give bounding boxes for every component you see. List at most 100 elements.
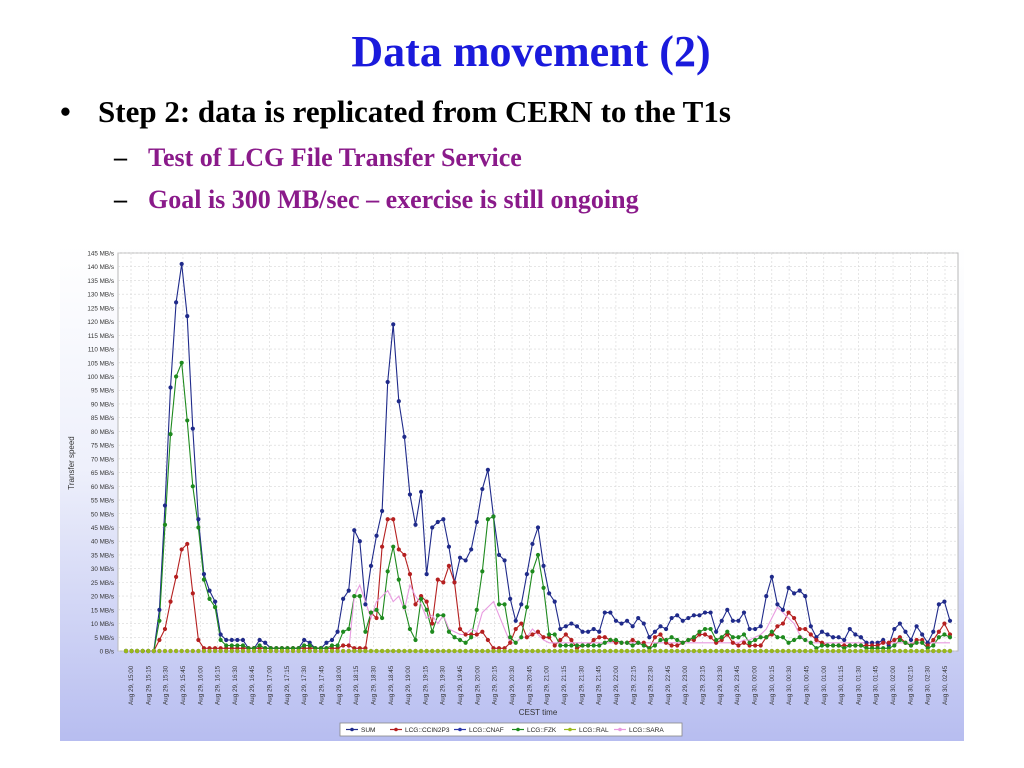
y-tick-label: 5 MB/s bbox=[94, 635, 114, 642]
data-point bbox=[513, 648, 518, 654]
data-point bbox=[463, 640, 468, 645]
data-point bbox=[608, 610, 613, 615]
data-point bbox=[675, 643, 680, 648]
data-point bbox=[541, 635, 546, 640]
data-point bbox=[201, 577, 207, 582]
sub-dash: – bbox=[114, 143, 127, 172]
data-point bbox=[719, 618, 724, 623]
data-point bbox=[708, 626, 713, 632]
data-point bbox=[764, 594, 769, 599]
data-point bbox=[730, 618, 735, 623]
data-point bbox=[892, 626, 897, 632]
data-point bbox=[469, 648, 474, 654]
data-point bbox=[730, 635, 735, 640]
data-point bbox=[636, 640, 641, 645]
data-point bbox=[174, 300, 179, 305]
x-tick-label: Aug 29, 15:30 bbox=[163, 665, 170, 705]
chart-svg: 0 B/s 5 MB/s 10 MB/s 15 MB/s 20 MB/s 25 MB/s 3… bbox=[60, 245, 964, 741]
data-point bbox=[758, 648, 763, 654]
data-point bbox=[624, 618, 630, 623]
data-point bbox=[669, 648, 674, 654]
x-tick-label: Aug 29, 18:45 bbox=[388, 665, 395, 705]
data-point bbox=[936, 635, 941, 640]
data-point bbox=[714, 629, 719, 634]
data-point bbox=[263, 648, 268, 654]
legend-marker bbox=[458, 727, 462, 732]
data-point bbox=[385, 379, 390, 385]
data-point bbox=[641, 648, 646, 654]
x-tick-label: Aug 29, 15:45 bbox=[180, 665, 187, 705]
data-point bbox=[675, 613, 680, 618]
data-point bbox=[624, 640, 630, 645]
data-point bbox=[936, 648, 941, 654]
data-point bbox=[463, 648, 468, 654]
x-tick-label: Aug 30, 01:45 bbox=[873, 665, 880, 705]
data-point bbox=[357, 594, 362, 599]
data-point bbox=[474, 607, 479, 612]
data-point bbox=[129, 648, 134, 654]
data-point bbox=[290, 648, 296, 654]
x-tick-label: Aug 29, 16:30 bbox=[232, 665, 239, 705]
y-tick-label: 120 MB/s bbox=[87, 319, 114, 326]
data-point bbox=[586, 629, 591, 634]
data-point bbox=[853, 632, 858, 637]
data-point bbox=[491, 514, 496, 519]
data-point bbox=[663, 648, 669, 654]
data-point bbox=[630, 637, 635, 643]
data-point bbox=[858, 648, 864, 654]
data-point bbox=[341, 643, 346, 648]
data-point bbox=[168, 648, 173, 654]
data-point bbox=[430, 629, 435, 634]
data-point bbox=[558, 643, 563, 648]
data-point bbox=[179, 261, 184, 267]
transfer-chart: 0 B/s 5 MB/s 10 MB/s 15 MB/s 20 MB/s 25 MB/s 3… bbox=[60, 245, 964, 741]
data-point bbox=[335, 643, 340, 648]
data-point bbox=[224, 648, 229, 654]
data-point bbox=[741, 610, 747, 615]
data-point bbox=[418, 596, 424, 601]
data-point bbox=[881, 648, 886, 654]
data-point bbox=[524, 604, 529, 610]
data-point bbox=[179, 547, 184, 552]
data-point bbox=[329, 643, 335, 648]
data-point bbox=[753, 648, 758, 654]
y-tick-label: 115 MB/s bbox=[88, 333, 114, 340]
data-point bbox=[697, 648, 702, 654]
x-tick-label: Aug 29, 22:15 bbox=[630, 665, 637, 705]
y-tick-label: 0 B/s bbox=[100, 649, 114, 656]
data-point bbox=[792, 648, 797, 654]
data-point bbox=[931, 648, 936, 654]
data-point bbox=[758, 643, 763, 648]
x-tick-label: Aug 29, 21:30 bbox=[578, 665, 585, 705]
data-point bbox=[942, 648, 947, 654]
data-point bbox=[257, 648, 262, 654]
data-point bbox=[775, 648, 780, 654]
data-point bbox=[413, 602, 418, 607]
data-point bbox=[441, 580, 446, 585]
x-tick-label: Aug 29, 21:45 bbox=[596, 665, 603, 705]
data-point bbox=[457, 626, 463, 632]
data-point bbox=[914, 640, 919, 645]
x-tick-label: Aug 29, 15:15 bbox=[145, 665, 152, 705]
data-point bbox=[753, 637, 758, 643]
data-point bbox=[864, 648, 869, 654]
data-point bbox=[753, 626, 758, 632]
data-point bbox=[535, 552, 541, 558]
data-point bbox=[402, 604, 407, 610]
legend-marker bbox=[350, 727, 354, 732]
data-point bbox=[502, 648, 507, 654]
data-point bbox=[396, 577, 401, 582]
data-point bbox=[463, 632, 468, 637]
data-point bbox=[346, 648, 351, 654]
data-point bbox=[652, 648, 658, 654]
data-point bbox=[624, 648, 630, 654]
data-point bbox=[374, 648, 379, 654]
data-point bbox=[352, 594, 357, 599]
data-point bbox=[808, 640, 813, 645]
legend-marker bbox=[618, 727, 622, 732]
data-point bbox=[162, 522, 168, 527]
data-point bbox=[892, 643, 897, 648]
data-point bbox=[792, 615, 797, 621]
data-point bbox=[658, 624, 663, 629]
data-point bbox=[508, 596, 513, 601]
